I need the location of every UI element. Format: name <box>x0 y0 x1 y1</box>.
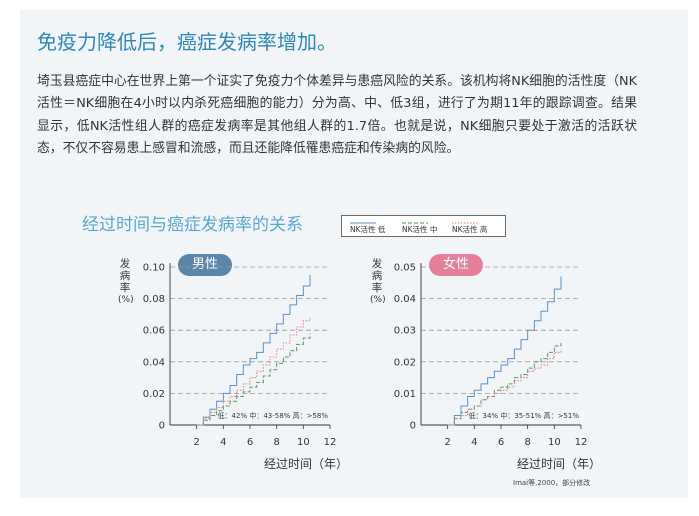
male-annotation: 低：42% 中：43-58% 高：>58% <box>218 411 329 420</box>
female-ytick-label: 0.04 <box>394 294 416 305</box>
female-ytick-label: 0 <box>410 421 416 432</box>
male-ytick-label: 0 <box>159 421 165 432</box>
male-xtick-label: 8 <box>273 437 279 448</box>
legend-label-low: NK活性 低 <box>350 224 386 234</box>
ylabel-char: (%) <box>370 295 386 305</box>
male-ytick-label: 0.04 <box>143 357 165 368</box>
ylabel-char: 率 <box>119 282 131 294</box>
female-xlabel: 经过时间（年） <box>517 457 602 471</box>
female-series-line <box>447 276 562 426</box>
male-ytick-label: 0.10 <box>143 263 165 274</box>
male-xtick-label: 6 <box>247 437 253 448</box>
male-xtick-label: 10 <box>297 437 310 448</box>
female-xtick-label: 2 <box>444 437 450 448</box>
ylabel-char: 病 <box>119 270 131 282</box>
female-badge: 女性 <box>429 254 483 276</box>
female-ylabel: 发病率 (%) <box>370 258 386 306</box>
female-xtick-label: 6 <box>498 437 504 448</box>
chart-legend: NK活性 低 NK活性 中 NK活性 高 <box>341 215 506 237</box>
source-citation: Imai等,2000，部分修改 <box>513 479 591 487</box>
legend-svg: NK活性 低 NK活性 中 NK活性 高 <box>350 222 488 234</box>
body-paragraph: 埼玉县癌症中心在世界上第一个证实了免疫力个体差异与患癌风险的关系。该机构将NK细… <box>37 74 637 157</box>
ylabel-char: 发 <box>371 258 383 270</box>
male-xtick-label: 12 <box>324 437 337 448</box>
female-xtick-label: 10 <box>548 437 561 448</box>
male-ytick-label: 0.08 <box>143 294 165 305</box>
female-xtick-label: 8 <box>524 437 530 448</box>
chart-section-title: 经过时间与癌症发病率的关系 <box>82 215 303 235</box>
ylabel-char: 率 <box>371 282 383 294</box>
male-xlabel: 经过时间（年） <box>264 457 349 471</box>
male-xtick-label: 4 <box>220 437 226 448</box>
male-xtick-label: 2 <box>193 437 199 448</box>
male-series-line <box>196 274 311 426</box>
female-ytick-label: 0.03 <box>394 326 416 337</box>
ylabel-char: 病 <box>371 270 383 282</box>
male-badge: 男性 <box>178 254 232 276</box>
page-heading: 免疫力降低后，癌症发病率增加。 <box>37 30 337 54</box>
ylabel-char: 发 <box>119 258 131 270</box>
female-ytick-label: 0.02 <box>394 357 416 368</box>
male-ylabel: 发病率 (%) <box>118 258 134 306</box>
legend-label-mid: NK活性 中 <box>402 224 437 234</box>
male-ytick-label: 0.06 <box>143 326 165 337</box>
female-series-line <box>447 349 562 426</box>
male-series-line <box>196 333 311 426</box>
female-xtick-label: 4 <box>471 437 477 448</box>
female-xtick-label: 12 <box>575 437 588 448</box>
content-card <box>20 10 688 498</box>
ylabel-char: (%) <box>118 295 134 305</box>
female-annotation: 低：34% 中：35-51% 高：>51% <box>469 411 580 420</box>
female-ytick-label: 0.01 <box>394 389 416 400</box>
female-series-line <box>447 342 562 426</box>
legend-label-high: NK活性 高 <box>452 224 488 234</box>
male-ytick-label: 0.02 <box>143 389 165 400</box>
female-ytick-label: 0.05 <box>394 263 416 274</box>
